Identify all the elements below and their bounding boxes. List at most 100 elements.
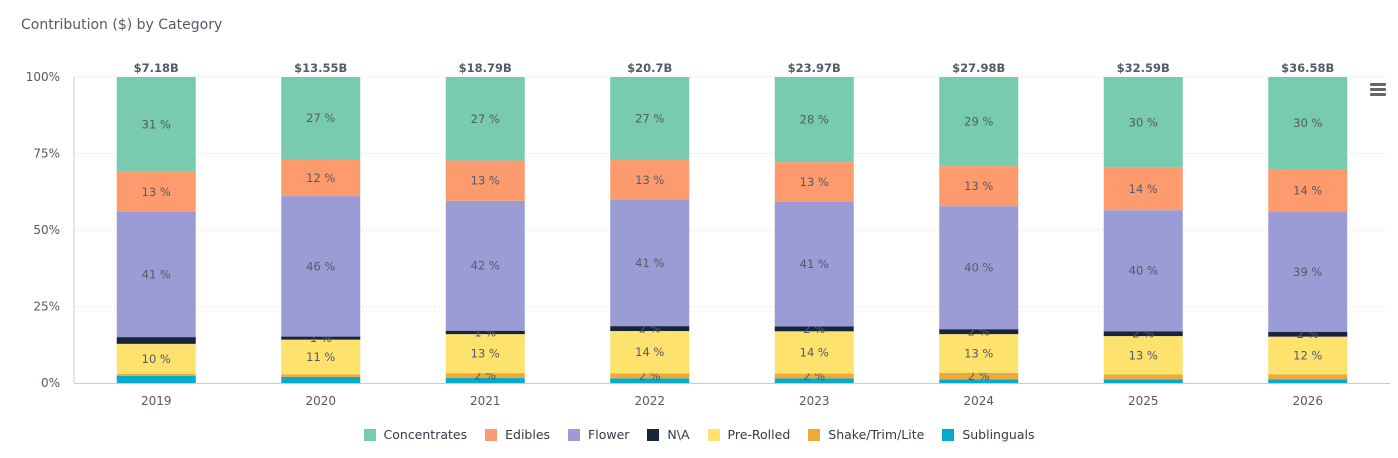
legend-item[interactable]: N\A (647, 427, 690, 442)
x-tick-label: 2021 (470, 394, 501, 408)
legend-item[interactable]: Shake/Trim/Lite (808, 427, 924, 442)
bar-segment-shake-trim-lite (116, 373, 196, 376)
segment-data-label: 40 % (964, 261, 993, 275)
bar-segment-sublinguals (939, 379, 1019, 383)
bar-segment-shake-trim-lite (610, 373, 690, 379)
y-tick-label: 100% (26, 70, 60, 84)
segment-data-label: 13 % (800, 175, 829, 189)
segment-data-label: 12 % (1293, 349, 1322, 363)
x-tick-label: 2023 (799, 394, 830, 408)
chart-title: Contribution ($) by Category (21, 17, 223, 33)
bar-segment-n-a (1103, 331, 1183, 337)
y-tick-label: 0% (41, 376, 60, 390)
y-tick-label: 50% (33, 223, 60, 237)
bar-segment-sublinguals (116, 375, 196, 383)
bar-segment-edibles (116, 171, 196, 212)
bar-segment-n-a (610, 326, 690, 332)
segment-data-label: 27 % (306, 111, 335, 125)
segment-data-label: 13 % (471, 174, 500, 188)
bar-segment-shake-trim-lite (774, 373, 854, 379)
segment-data-label: 41 % (800, 257, 829, 271)
x-tick-label: 2025 (1128, 394, 1159, 408)
segment-data-label: 14 % (800, 345, 829, 359)
bar-segment-n-a (281, 336, 361, 340)
legend-swatch-icon (647, 428, 660, 441)
legend-label: N\A (667, 427, 690, 442)
bar-segment-shake-trim-lite (1268, 374, 1348, 380)
segment-data-label: 13 % (1129, 348, 1158, 362)
x-tick-label: 2024 (963, 394, 994, 408)
bar-segment-shake-trim-lite (281, 374, 361, 377)
bar-segment-n-a (116, 337, 196, 344)
legend-label: Pre-Rolled (727, 427, 791, 442)
segment-data-label: 10 % (142, 352, 171, 366)
bar-segment-n-a (939, 329, 1019, 335)
segment-data-label: 27 % (471, 112, 500, 126)
segment-data-label: 46 % (306, 259, 335, 273)
segment-data-label: 13 % (471, 347, 500, 361)
segment-data-label: 42 % (471, 259, 500, 273)
bar-segment-sublinguals (610, 378, 690, 383)
segment-data-label: 14 % (1293, 184, 1322, 198)
legend-item[interactable]: Edibles (485, 427, 550, 442)
legend-swatch-icon (363, 428, 376, 441)
segment-data-label: 30 % (1129, 115, 1158, 129)
bar-segment-flower (774, 201, 854, 327)
x-tick-label: 2022 (634, 394, 665, 408)
segment-data-label: 41 % (142, 267, 171, 281)
legend-label: Edibles (505, 427, 551, 442)
bar-segment-pre-rolled (939, 334, 1019, 373)
bar-segment-concentrates (445, 77, 525, 161)
bar-segment-n-a (1268, 331, 1348, 337)
legend-item[interactable]: Pre-Rolled (707, 427, 791, 442)
bar-segment-concentrates (939, 77, 1019, 167)
bar-segment-edibles (281, 159, 361, 197)
bar-segment-pre-rolled (774, 331, 854, 374)
x-tick-label: 2026 (1292, 394, 1323, 408)
bar-total-label: $7.18B (134, 61, 179, 75)
bar-segment-concentrates (116, 77, 196, 172)
segment-data-label: 12 % (306, 171, 335, 185)
hamburger-line (1370, 93, 1386, 96)
segment-data-label: 29 % (964, 115, 993, 129)
legend-item[interactable]: Concentrates (363, 427, 467, 442)
bar-segment-sublinguals (281, 376, 361, 383)
bar-segment-n-a (445, 330, 525, 335)
legend-swatch-icon (942, 428, 955, 441)
legend-item[interactable]: Flower (568, 427, 629, 442)
bar-segment-sublinguals (774, 378, 854, 383)
x-tick-label: 2019 (141, 394, 172, 408)
bar-total-label: $23.97B (788, 61, 841, 75)
chart-menu-button[interactable] (1370, 83, 1386, 97)
bar-segment-concentrates (610, 77, 690, 161)
segment-data-label: 13 % (142, 185, 171, 199)
y-tick-label: 25% (33, 300, 60, 314)
chart-legend: Concentrates Edibles Flower N\A Pre-Rolled Sh… (0, 427, 1398, 442)
legend-swatch-icon (485, 428, 498, 441)
bar-segment-flower (610, 200, 690, 327)
legend-swatch-icon (707, 428, 720, 441)
bar-segment-edibles (939, 166, 1019, 207)
bar-total-label: $13.55B (294, 61, 347, 75)
segment-data-label: 13 % (964, 346, 993, 360)
bar-segment-concentrates (774, 77, 854, 163)
segment-data-label: 40 % (1129, 264, 1158, 278)
bar-segment-pre-rolled (116, 343, 196, 374)
bar-total-label: $18.79B (459, 61, 512, 75)
bar-segment-flower (445, 200, 525, 331)
bar-total-label: $32.59B (1117, 61, 1170, 75)
x-tick-label: 2020 (305, 394, 336, 408)
bar-segment-shake-trim-lite (1103, 374, 1183, 380)
bar-segment-shake-trim-lite (445, 373, 525, 379)
bar-segment-shake-trim-lite (939, 372, 1019, 380)
legend-swatch-icon (808, 428, 821, 441)
bar-segment-flower (281, 196, 361, 337)
legend-item[interactable]: Sublinguals (942, 427, 1034, 442)
bar-segment-flower (1268, 212, 1348, 332)
segment-data-label: 28 % (800, 113, 829, 127)
bar-segment-flower (116, 211, 196, 338)
bar-total-label: $36.58B (1281, 61, 1334, 75)
hamburger-menu-icon (1370, 83, 1386, 86)
bar-segment-pre-rolled (281, 339, 361, 375)
